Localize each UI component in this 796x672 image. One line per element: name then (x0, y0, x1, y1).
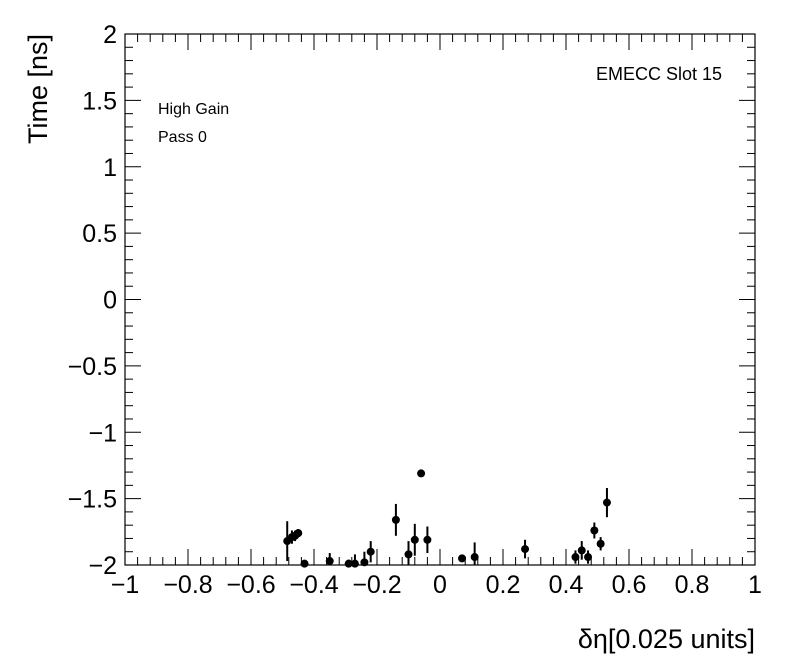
annotation-gain: High Gain (158, 101, 229, 118)
x-tick-label: −0.6 (226, 571, 275, 599)
x-tick-label: −1 (111, 571, 140, 599)
data-point (602, 498, 611, 507)
data-point (360, 558, 369, 567)
data-point (423, 535, 432, 544)
data-point (470, 553, 479, 562)
y-tick-label: 1.5 (82, 87, 117, 115)
annotation-pass: Pass 0 (158, 129, 207, 146)
y-tick-label: −1.5 (68, 486, 117, 514)
data-point (584, 553, 593, 562)
x-tick-label: 0.6 (612, 571, 647, 599)
x-tick-label: −0.4 (289, 571, 338, 599)
y-tick-label: −2 (88, 552, 117, 580)
x-tick-label: 0.8 (675, 571, 710, 599)
data-point (344, 559, 353, 568)
x-axis-title: δη[0.025 units] (578, 624, 755, 654)
data-point (410, 535, 419, 544)
y-tick-label: 0 (103, 287, 117, 315)
x-tick-label: −0.2 (352, 571, 401, 599)
x-tick-label: −0.8 (163, 571, 212, 599)
data-point (458, 554, 467, 563)
data-point (391, 515, 400, 524)
x-tick-label: 1 (748, 571, 762, 599)
y-tick-label: −1 (88, 419, 117, 447)
data-points (283, 469, 611, 568)
y-tick-label: 1 (103, 154, 117, 182)
data-point (571, 553, 580, 562)
data-point (325, 557, 334, 566)
y-tick-label: 2 (103, 21, 117, 49)
axis-tick-labels: −1 −0.8 −0.6 −0.4 −0.2 0 0.2 0.4 0.6 0.8 1 −2 −1.5 −1… (68, 21, 762, 599)
data-point (404, 550, 413, 559)
data-point (521, 545, 530, 554)
data-point (300, 559, 309, 568)
data-point (577, 546, 586, 555)
y-tick-label: −0.5 (68, 353, 117, 381)
y-axis-title: Time [ns] (23, 34, 53, 144)
data-point (366, 547, 375, 556)
x-tick-label: 0 (433, 571, 447, 599)
data-point (417, 469, 426, 478)
x-tick-label: 0.4 (549, 571, 584, 599)
data-point (350, 559, 359, 568)
data-point (596, 539, 605, 548)
x-tick-label: 0.2 (486, 571, 521, 599)
axis-ticks (124, 33, 756, 566)
data-point (294, 529, 303, 538)
data-point (590, 526, 599, 535)
annotation-slot: EMECC Slot 15 (596, 64, 722, 84)
y-tick-label: 0.5 (82, 220, 117, 248)
